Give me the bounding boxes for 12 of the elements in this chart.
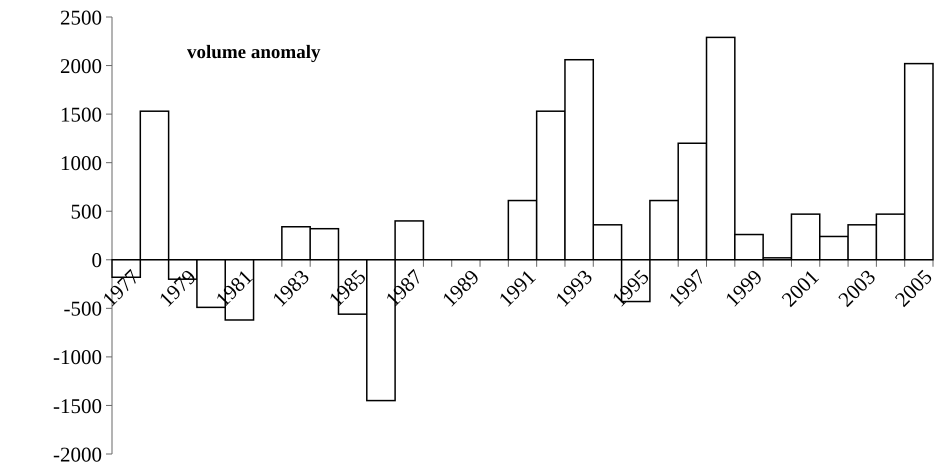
y-tick-label: 1500 xyxy=(60,102,102,126)
y-tick-label: -500 xyxy=(64,296,102,321)
text: volume anomaly xyxy=(187,42,322,63)
y-tick-label: 2000 xyxy=(60,54,102,78)
x-tick-label: 1991 xyxy=(494,264,540,312)
y-tick-label: 1000 xyxy=(60,151,102,176)
y-tick-label: 500 xyxy=(70,200,102,224)
y-tick-label: 0 xyxy=(92,248,102,272)
y-tick-label: -1000 xyxy=(53,345,102,370)
y-tick-label: 2500 xyxy=(60,5,102,30)
y-tick-label: -2000 xyxy=(53,442,102,466)
y-tick-label: -1500 xyxy=(53,394,102,418)
